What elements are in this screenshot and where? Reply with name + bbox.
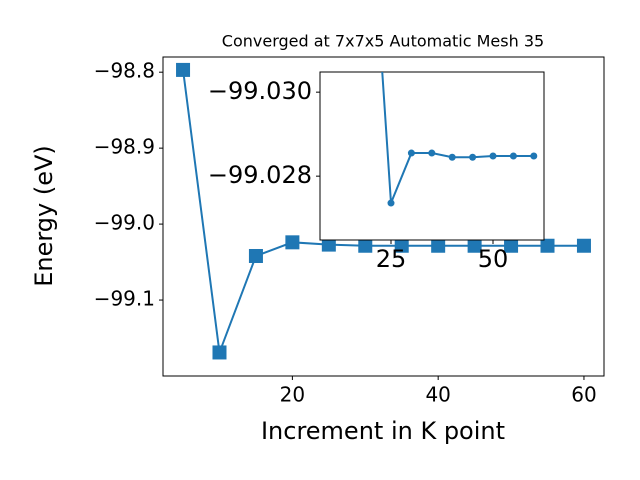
marker xyxy=(358,238,373,253)
marker xyxy=(489,152,497,160)
marker xyxy=(387,199,395,207)
series-group xyxy=(176,62,591,360)
marker xyxy=(469,153,477,161)
marker xyxy=(540,238,555,253)
marker xyxy=(321,237,336,252)
y-tick-label: −98.9 xyxy=(94,135,155,159)
y-tick-label: −99.0 xyxy=(94,211,155,235)
y-axis-label: Energy (eV) xyxy=(30,145,58,287)
x-tick-label: 20 xyxy=(280,383,305,407)
marker xyxy=(285,235,300,250)
x-tick-label: 60 xyxy=(571,383,596,407)
y-tick-label: −99.030 xyxy=(208,77,312,105)
marker xyxy=(431,238,446,253)
marker xyxy=(407,149,415,157)
y-tick-label: −99.1 xyxy=(94,287,155,311)
chart-title: Converged at 7x7x5 Automatic Mesh 35 xyxy=(222,32,544,51)
marker xyxy=(576,238,591,253)
x-tick-label: 25 xyxy=(376,245,407,273)
marker xyxy=(448,153,456,161)
x-tick-label: 40 xyxy=(425,383,450,407)
marker xyxy=(530,152,538,160)
marker xyxy=(248,248,263,263)
marker xyxy=(428,149,436,157)
y-tick-label: −99.028 xyxy=(208,161,312,189)
marker xyxy=(504,238,519,253)
marker xyxy=(467,238,482,253)
marker xyxy=(176,62,191,77)
y-tick-label: −98.8 xyxy=(94,59,155,83)
series-group xyxy=(381,72,538,207)
marker xyxy=(509,152,517,160)
marker xyxy=(394,238,409,253)
x-tick-label: 50 xyxy=(478,245,509,273)
x-axis-label: Increment in K point xyxy=(261,417,505,445)
marker xyxy=(212,345,227,360)
